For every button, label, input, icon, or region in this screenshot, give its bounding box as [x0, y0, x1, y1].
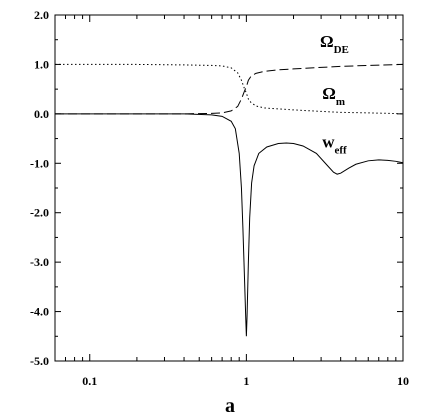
x-tick-label: 10	[397, 374, 409, 388]
x-tick-label: 1	[243, 374, 249, 388]
series-label-symbol: w	[322, 132, 335, 151]
ticks-layer: 2.0 1.0 0.0 -1.0 -2.0 -3.0 -4.0 -5.0 0.1 1 10	[30, 8, 409, 388]
y-tick-label: -1.0	[30, 156, 49, 170]
y-tick-label: -5.0	[30, 354, 49, 368]
y-tick-label: -4.0	[30, 305, 49, 319]
series-line-de	[55, 63, 404, 115]
y-tick-label: 2.0	[34, 8, 49, 22]
plot-frame	[54, 14, 404, 362]
series-label-eff: weff	[322, 132, 347, 156]
series-line-eff	[55, 113, 404, 337]
x-axis-label: a	[225, 395, 235, 416]
y-tick-label: -2.0	[30, 206, 49, 220]
series-label-m: Ωm	[322, 84, 345, 108]
series-label-subscript: DE	[334, 44, 349, 56]
series-label-subscript: eff	[335, 144, 348, 156]
series-label-symbol: Ω	[322, 84, 336, 103]
x-tick-label: 0.1	[82, 374, 97, 388]
series-layer	[55, 63, 404, 337]
y-tick-label: 1.0	[34, 57, 49, 71]
y-tick-label: -3.0	[30, 255, 49, 269]
series-line-m	[55, 63, 404, 115]
series-label-subscript: m	[336, 96, 345, 108]
series-label-de: ΩDE	[320, 32, 349, 56]
y-tick-label: 0.0	[34, 107, 49, 121]
series-label-symbol: Ω	[320, 32, 334, 51]
